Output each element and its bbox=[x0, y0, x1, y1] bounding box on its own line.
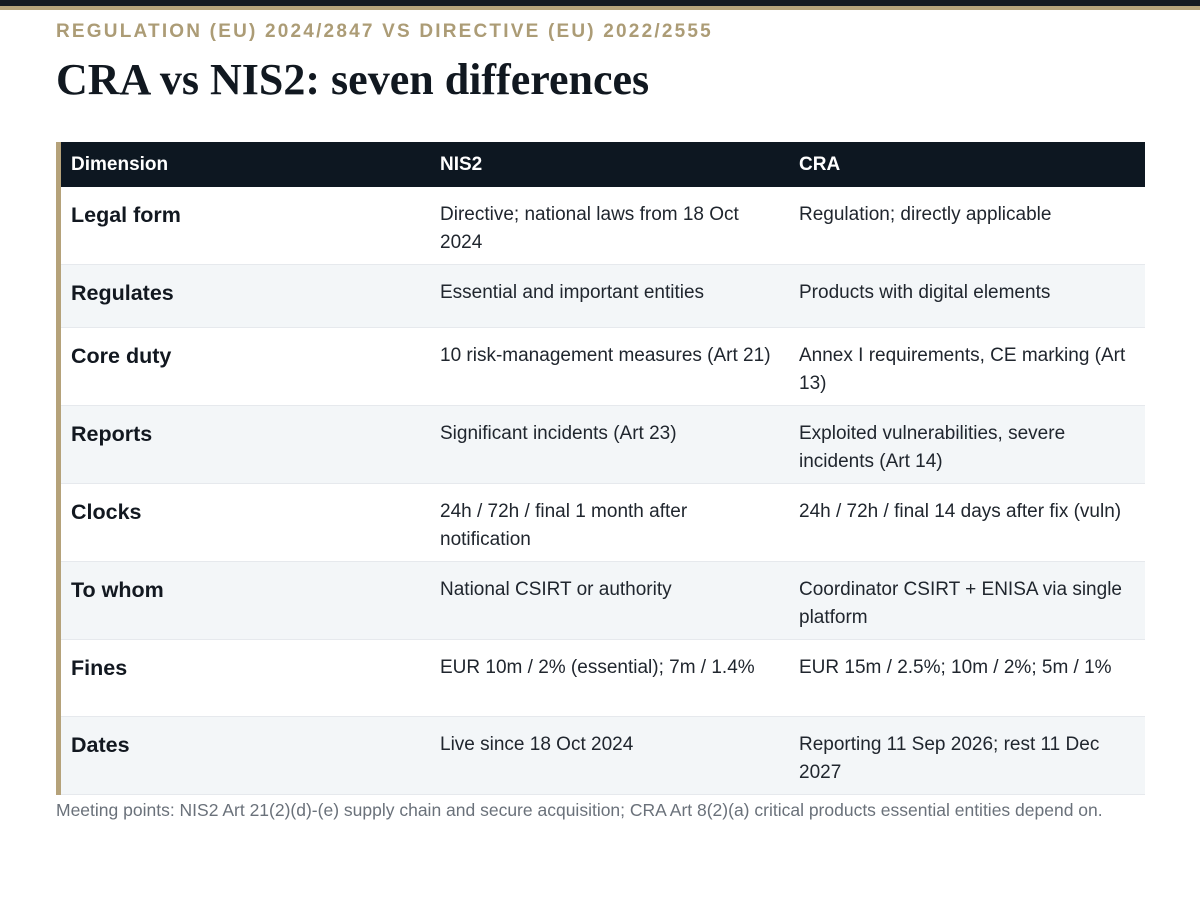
table-header: Dimension NIS2 CRA bbox=[61, 142, 1145, 187]
column-header-nis2: NIS2 bbox=[430, 142, 789, 187]
row-dimension-cell: To whom bbox=[61, 561, 430, 640]
table-row: Regulates Essential and important entiti… bbox=[61, 264, 1145, 328]
comparison-table: Dimension NIS2 CRA Legal form Directive;… bbox=[61, 142, 1145, 795]
column-header-dimension: Dimension bbox=[61, 142, 430, 187]
row-cra-cell: EUR 15m / 2.5%; 10m / 2%; 5m / 1% bbox=[789, 639, 1145, 717]
row-dimension-cell: Core duty bbox=[61, 327, 430, 406]
row-dimension-cell: Regulates bbox=[61, 264, 430, 328]
page-title: CRA vs NIS2: seven differences bbox=[56, 55, 650, 104]
row-nis2-cell: Live since 18 Oct 2024 bbox=[430, 716, 789, 795]
top-rule bbox=[0, 0, 1200, 6]
table-row: Fines EUR 10m / 2% (essential); 7m / 1.4… bbox=[61, 639, 1145, 717]
row-cra-cell: Coordinator CSIRT + ENISA via single pla… bbox=[789, 561, 1145, 640]
table-row: Legal form Directive; national laws from… bbox=[61, 187, 1145, 265]
eyebrow-label: REGULATION (EU) 2024/2847 VS DIRECTIVE (… bbox=[56, 21, 713, 42]
row-nis2-cell: EUR 10m / 2% (essential); 7m / 1.4% bbox=[430, 639, 789, 717]
comparison-table-container: Dimension NIS2 CRA Legal form Directive;… bbox=[56, 142, 1150, 795]
row-cra-cell: Exploited vulnerabilities, severe incide… bbox=[789, 405, 1145, 484]
row-nis2-cell: 10 risk-management measures (Art 21) bbox=[430, 327, 789, 406]
row-dimension-cell: Fines bbox=[61, 639, 430, 717]
column-header-cra: CRA bbox=[789, 142, 1145, 187]
row-dimension-cell: Legal form bbox=[61, 187, 430, 265]
row-dimension-cell: Clocks bbox=[61, 483, 430, 562]
row-nis2-cell: Significant incidents (Art 23) bbox=[430, 405, 789, 484]
row-cra-cell: Annex I requirements, CE marking (Art 13… bbox=[789, 327, 1145, 406]
row-dimension-cell: Dates bbox=[61, 716, 430, 795]
row-dimension-cell: Reports bbox=[61, 405, 430, 484]
table-row: Dates Live since 18 Oct 2024 Reporting 1… bbox=[61, 716, 1145, 795]
row-cra-cell: Regulation; directly applicable bbox=[789, 187, 1145, 265]
table-body: Legal form Directive; national laws from… bbox=[61, 187, 1145, 795]
row-nis2-cell: 24h / 72h / final 1 month after notifica… bbox=[430, 483, 789, 562]
row-nis2-cell: Directive; national laws from 18 Oct 202… bbox=[430, 187, 789, 265]
top-rule-accent bbox=[0, 6, 1200, 10]
row-cra-cell: Products with digital elements bbox=[789, 264, 1145, 328]
footnote: Meeting points: NIS2 Art 21(2)(d)-(e) su… bbox=[56, 800, 1103, 820]
table-row: To whom National CSIRT or authority Coor… bbox=[61, 561, 1145, 640]
row-cra-cell: Reporting 11 Sep 2026; rest 11 Dec 2027 bbox=[789, 716, 1145, 795]
table-row: Clocks 24h / 72h / final 1 month after n… bbox=[61, 483, 1145, 562]
table-header-row: Dimension NIS2 CRA bbox=[61, 142, 1145, 187]
row-nis2-cell: Essential and important entities bbox=[430, 264, 789, 328]
table-row: Core duty 10 risk-management measures (A… bbox=[61, 327, 1145, 406]
row-nis2-cell: National CSIRT or authority bbox=[430, 561, 789, 640]
row-cra-cell: 24h / 72h / final 14 days after fix (vul… bbox=[789, 483, 1145, 562]
table-row: Reports Significant incidents (Art 23) E… bbox=[61, 405, 1145, 484]
